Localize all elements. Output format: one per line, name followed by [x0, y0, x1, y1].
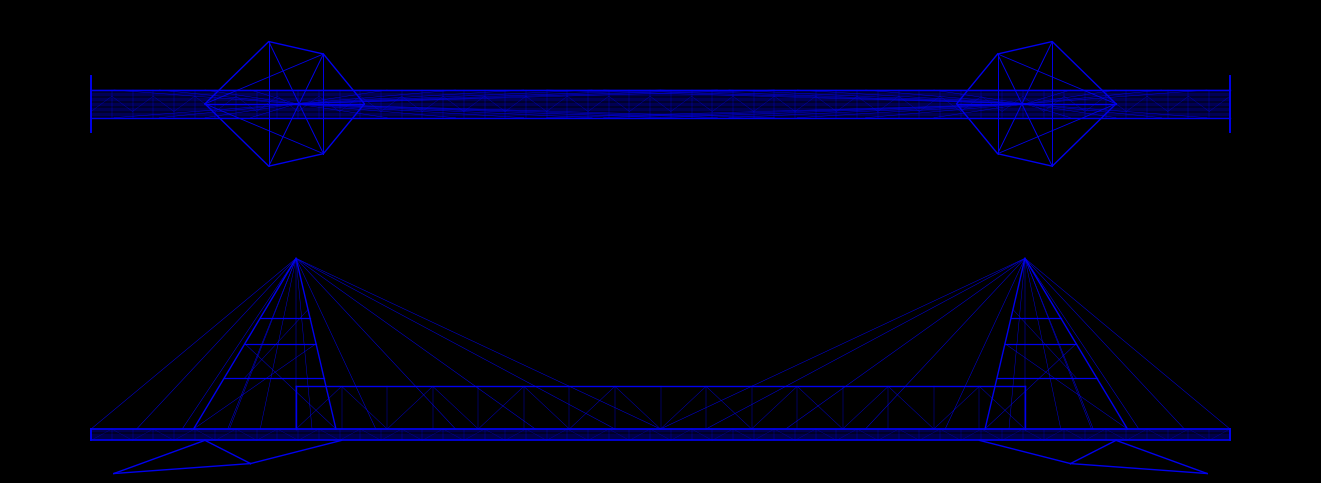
Text: Analysis model - Plan: Analysis model - Plan — [564, 175, 757, 193]
Text: Analysis model - Elevation: Analysis model - Elevation — [542, 458, 779, 476]
